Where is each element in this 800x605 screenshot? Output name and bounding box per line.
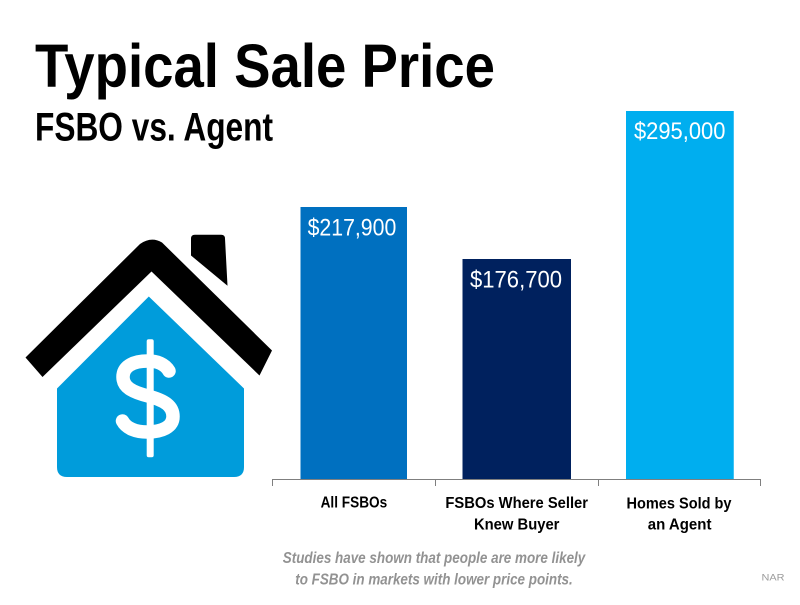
svg-text:Typical Sale Price: Typical Sale Price	[35, 32, 495, 100]
svg-text:FSBO vs. Agent: FSBO vs. Agent	[35, 106, 273, 150]
svg-text:NAR: NAR	[762, 573, 785, 584]
svg-text:Knew Buyer: Knew Buyer	[474, 517, 560, 534]
svg-text:FSBOs Where Seller: FSBOs Where Seller	[445, 495, 588, 512]
svg-text:$217,900: $217,900	[308, 214, 397, 241]
svg-text:Homes Sold by: Homes Sold by	[627, 495, 732, 512]
svg-text:to FSBO in markets with lower: to FSBO in markets with lower price poin…	[295, 572, 573, 589]
svg-text:All FSBOs: All FSBOs	[321, 495, 388, 512]
svg-text:Studies have shown that people: Studies have shown that people are more …	[283, 550, 587, 567]
svg-text:$176,700: $176,700	[470, 266, 562, 293]
svg-text:an Agent: an Agent	[648, 517, 712, 534]
svg-text:$295,000: $295,000	[634, 118, 725, 145]
